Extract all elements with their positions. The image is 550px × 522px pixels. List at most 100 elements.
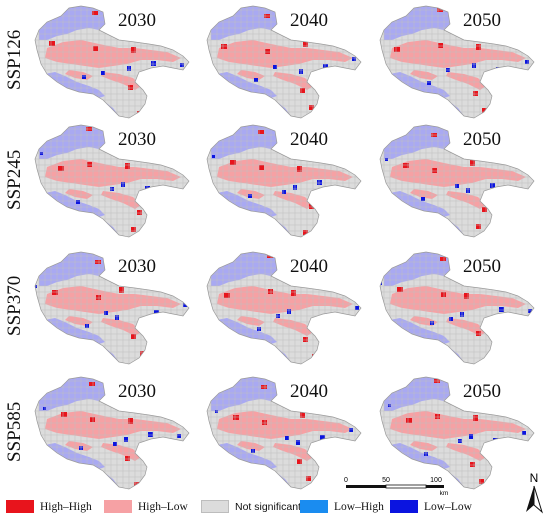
scale-bar: 0 50 100 km (340, 475, 455, 497)
north-label: N (530, 471, 539, 485)
cluster-cell-low-low (449, 317, 453, 321)
map-panel-ssp245-2030 (33, 123, 193, 243)
legend-item-low-low: Low–Low (390, 500, 472, 513)
cluster-cell-high-high (221, 44, 227, 49)
cluster-cell-high-high (441, 292, 446, 297)
cluster-cell-low-low (378, 33, 379, 36)
cluster-area-5 (65, 316, 93, 326)
cluster-cell-high-high (482, 108, 487, 113)
cluster-cell-high-high (233, 415, 239, 420)
cluster-cell-low-low (180, 63, 184, 67)
legend-item-high-high: High–High (6, 500, 92, 513)
cluster-cell-low-low (317, 180, 322, 185)
cluster-area-3 (390, 40, 526, 68)
map-panel-ssp126-2030 (33, 4, 193, 124)
cluster-cell-high-high (476, 224, 481, 229)
row-label-ssp245: SSP245 (4, 149, 25, 210)
map-panel-ssp370-2040 (205, 250, 365, 370)
cluster-cell-high-high (87, 162, 92, 167)
legend-swatch-low-low (390, 500, 418, 513)
cluster-cell-low-low (427, 81, 431, 85)
cluster-cell-low-low (320, 435, 325, 440)
cluster-cell-low-low (254, 78, 258, 82)
cluster-area-0 (384, 252, 450, 286)
cluster-area-3 (45, 411, 181, 439)
year-label: 2040 (290, 129, 328, 150)
cluster-area-3 (390, 286, 526, 314)
legend-item-not-significant: Not significant (201, 500, 301, 513)
legend-swatch-not-significant (201, 500, 229, 513)
cluster-cell-high-high (309, 204, 314, 209)
north-arrow-icon: N (526, 471, 543, 514)
cluster-cell-low-low (248, 194, 252, 198)
cluster-cell-low-low (151, 61, 156, 66)
cluster-cell-low-low (154, 310, 159, 315)
cluster-area-0 (211, 252, 277, 286)
cluster-cell-low-low (215, 410, 218, 413)
cluster-cell-high-high (131, 47, 136, 53)
cluster-cell-low-low (183, 303, 187, 307)
cluster-cell-low-low (326, 313, 331, 318)
cluster-cell-high-high (128, 418, 133, 424)
legend-swatch-high-high (6, 500, 34, 513)
cluster-cell-high-high (49, 41, 55, 46)
year-label: 2030 (118, 129, 156, 150)
year-label: 2050 (463, 10, 501, 31)
year-label: 2050 (463, 129, 501, 150)
cluster-area-5 (410, 189, 438, 199)
map-panel-ssp245-2040 (205, 123, 365, 243)
year-label: 2040 (290, 10, 328, 31)
cluster-cell-high-high (397, 287, 403, 292)
cluster-area-3 (390, 411, 526, 439)
cluster-area-3 (45, 40, 181, 68)
cluster-cell-low-low (296, 440, 300, 445)
legend-label-low-high: Low–High (334, 500, 384, 513)
year-label: 2030 (118, 10, 156, 31)
cluster-cell-high-high (262, 420, 267, 425)
cluster-cell-high-high (258, 130, 264, 134)
cluster-area-3 (217, 159, 353, 187)
cluster-cell-low-low (528, 309, 532, 313)
cluster-area-3 (45, 159, 181, 187)
cluster-cell-low-low (349, 428, 353, 432)
cluster-cell-low-low (490, 183, 495, 188)
cluster-cell-low-low (76, 200, 80, 204)
cluster-cell-high-high (473, 91, 478, 96)
cluster-cell-low-low (148, 432, 153, 437)
cluster-cell-high-high (92, 11, 98, 15)
cluster-cell-high-high (89, 382, 95, 386)
year-label: 2030 (118, 256, 156, 277)
cluster-cell-low-low (469, 434, 473, 439)
scale-bar-graphic: 0 50 100 km (344, 477, 448, 497)
cluster-cell-high-high (464, 293, 469, 299)
cluster-cell-low-low (33, 36, 34, 39)
cluster-cell-high-high (119, 287, 124, 293)
legend-item-high-low: High–Low (104, 500, 188, 513)
cluster-cell-high-high (125, 456, 130, 461)
cluster-cell-high-high (440, 257, 446, 261)
row-label-ssp126: SSP126 (4, 29, 25, 90)
cluster-cell-high-high (482, 207, 487, 212)
cluster-cell-low-low (205, 39, 206, 42)
cluster-area-0 (39, 377, 105, 411)
cluster-cell-low-low (82, 75, 86, 79)
map-panel-ssp370-2050 (378, 250, 538, 370)
cluster-cell-high-high (438, 43, 443, 48)
cluster-cell-low-low (361, 182, 365, 186)
north-arrow: N (522, 470, 546, 514)
legend-label-low-low: Low–Low (424, 500, 472, 513)
cluster-cell-low-low (101, 71, 105, 75)
cluster-cell-low-low (385, 158, 388, 161)
cluster-cell-low-low (177, 434, 181, 438)
cluster-area-0 (39, 252, 105, 286)
cluster-cell-high-high (303, 230, 308, 235)
cluster-cell-low-low (212, 155, 215, 158)
cluster-cell-high-high (297, 459, 302, 464)
cluster-cell-low-low (352, 57, 356, 61)
cluster-cell-high-high (403, 163, 409, 168)
cluster-area-0 (384, 377, 450, 411)
cluster-cell-high-high (93, 46, 98, 51)
legend-item-low-high: Low–High (300, 500, 384, 513)
cluster-cell-high-high (90, 417, 95, 422)
cluster-cell-high-high (473, 415, 478, 421)
